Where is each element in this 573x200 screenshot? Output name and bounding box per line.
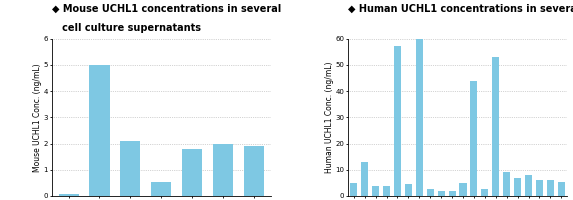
Bar — [372, 186, 379, 196]
Bar — [547, 180, 554, 196]
Bar — [405, 184, 412, 196]
Y-axis label: Mouse UCHL1 Conc. (ng/mL): Mouse UCHL1 Conc. (ng/mL) — [33, 63, 42, 172]
Bar — [481, 189, 488, 196]
Bar — [182, 149, 202, 196]
Bar — [492, 57, 499, 196]
Bar — [470, 81, 477, 196]
Bar — [438, 191, 445, 196]
Bar — [536, 180, 543, 196]
Bar — [525, 175, 532, 196]
Bar — [58, 194, 79, 196]
Bar — [361, 162, 368, 196]
Bar — [460, 183, 466, 196]
Bar — [558, 182, 565, 196]
Bar — [89, 65, 109, 196]
Bar — [514, 178, 521, 196]
Bar — [244, 146, 264, 196]
Bar — [383, 186, 390, 196]
Text: ◆ Human UCHL1 concentrations in several cell culture supernatants: ◆ Human UCHL1 concentrations in several … — [348, 4, 573, 14]
Y-axis label: Human UCHL1 Conc. (ng/mL): Human UCHL1 Conc. (ng/mL) — [325, 62, 334, 173]
Bar — [151, 182, 171, 196]
Bar — [350, 183, 358, 196]
Bar — [394, 46, 401, 196]
Bar — [213, 144, 233, 196]
Text: cell culture supernatants: cell culture supernatants — [52, 23, 201, 33]
Bar — [120, 141, 140, 196]
Bar — [503, 172, 510, 196]
Bar — [449, 191, 456, 196]
Bar — [416, 39, 423, 196]
Bar — [427, 189, 434, 196]
Text: ◆ Mouse UCHL1 concentrations in several: ◆ Mouse UCHL1 concentrations in several — [52, 4, 281, 14]
